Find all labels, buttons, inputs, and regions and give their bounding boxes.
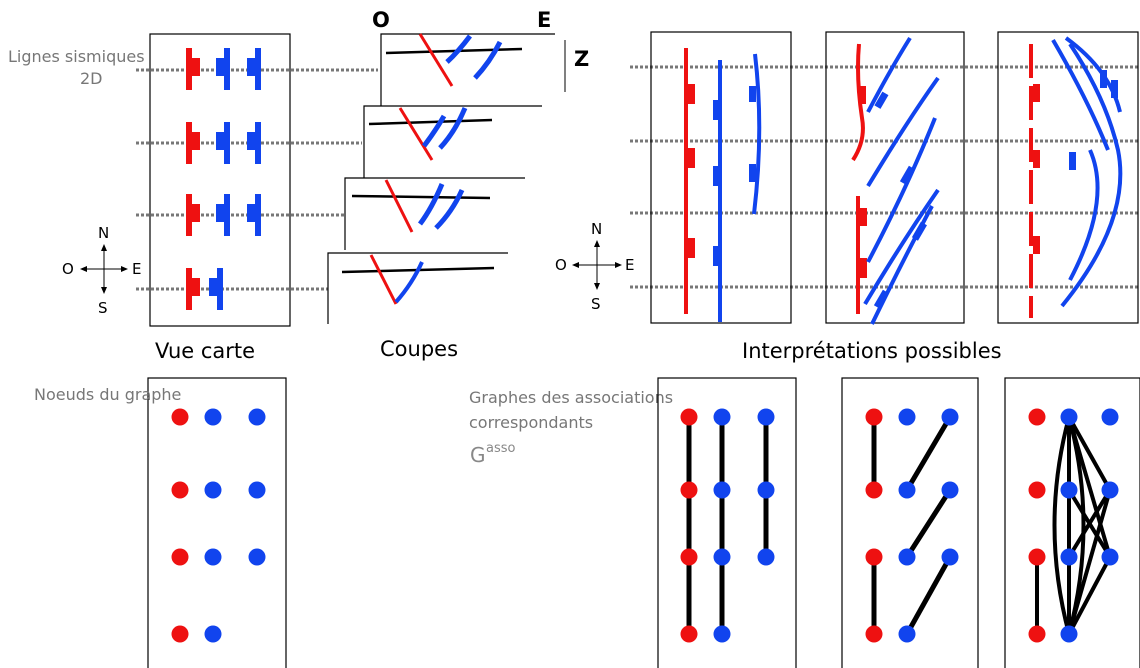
gasso-g: G (470, 443, 486, 467)
section-1 (380, 33, 555, 106)
compass-left: N S E O (62, 224, 141, 317)
gasso-superscript: asso (486, 441, 516, 456)
node-r1-blue-a (204, 408, 222, 426)
gasso-symbol: G asso (470, 441, 516, 467)
node-r1-red (171, 408, 189, 426)
node-r4-blue-a (204, 625, 222, 643)
node-r2-red (171, 481, 189, 499)
compass-right: N S E O (555, 220, 634, 313)
sections-caption: Coupes (380, 337, 458, 361)
sections-panel: O E Z (327, 8, 589, 324)
node-r1-blue-b (248, 408, 266, 426)
south-arrow-icon-2 (594, 283, 600, 290)
east-arrow-icon-2 (615, 262, 622, 268)
north-arrow-icon (101, 244, 107, 251)
assoc-graph-2 (841, 377, 979, 668)
section-4 (327, 252, 508, 324)
picks-row-4 (186, 268, 223, 310)
east-arrow-icon (121, 266, 128, 272)
assoc-graph-1 (657, 377, 797, 668)
interpretation-2 (825, 31, 965, 325)
assoc-graph-3 (1004, 377, 1140, 668)
compass-west: O (62, 260, 74, 278)
map-seismic-lines (136, 68, 378, 291)
assoc-graphs-label-2: correspondants (469, 413, 593, 432)
compass-north-2: N (591, 220, 602, 238)
seismic-lines-label: Lignes sismiques (8, 47, 145, 66)
interp-seismic-lines (630, 65, 1140, 289)
compass-south-2: S (591, 295, 601, 313)
map-fault-picks (186, 48, 261, 310)
node-r4-red (171, 625, 189, 643)
node-r2-blue-b (248, 481, 266, 499)
compass-south: S (98, 299, 108, 317)
node-r3-blue-b (248, 548, 266, 566)
node-r2-blue-a (204, 481, 222, 499)
map-view-panel (136, 33, 378, 327)
west-arrow-icon-2 (572, 262, 579, 268)
section-depth-label: Z (574, 47, 589, 71)
node-r3-red (171, 548, 189, 566)
compass-east: E (132, 260, 141, 278)
graph-nodes-label: Noeuds du graphe (34, 385, 181, 404)
interpretation-1 (650, 31, 792, 324)
north-arrow-icon-2 (594, 240, 600, 247)
section-east-label: E (537, 8, 551, 32)
west-arrow-icon (80, 266, 87, 272)
picks-row-1 (186, 48, 261, 90)
map-view-frame (149, 33, 291, 327)
picks-row-3 (186, 194, 261, 236)
interpretations-caption: Interprétations possibles (742, 339, 1002, 363)
node-r3-blue-a (204, 548, 222, 566)
section-3 (344, 177, 525, 250)
map-view-caption: Vue carte (155, 339, 255, 363)
interpretation-3 (997, 31, 1139, 324)
seismic-lines-label-2d: 2D (80, 69, 103, 88)
south-arrow-icon (101, 287, 107, 294)
section-west-label: O (372, 8, 390, 32)
compass-north: N (98, 224, 109, 242)
assoc-graphs-label: Graphes des associations (469, 388, 673, 407)
section-2 (363, 105, 542, 178)
compass-east-2: E (625, 256, 634, 274)
compass-west-2: O (555, 256, 567, 274)
picks-row-2 (186, 122, 261, 164)
graph-nodes-panel (147, 377, 287, 668)
